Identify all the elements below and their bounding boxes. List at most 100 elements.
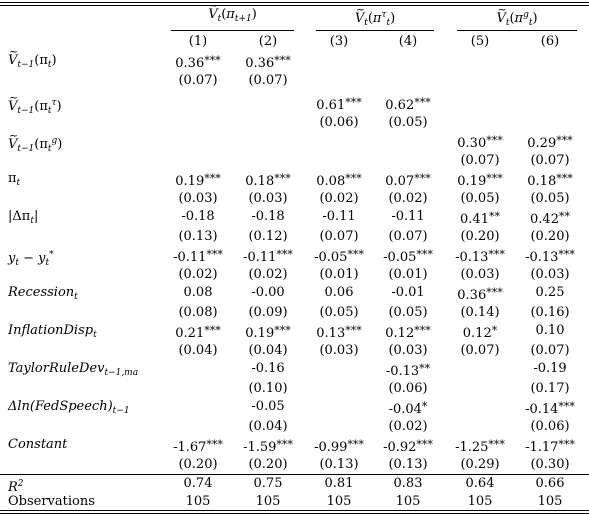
r-squared-row-value: 0.75	[253, 476, 283, 491]
coefficient-cell: -1.59***	[243, 438, 293, 455]
coefficient-cell: 0.62***	[385, 96, 431, 113]
r-squared-row: R2 0.74 0.75 0.81 0.83 0.64 0.66	[0, 475, 589, 495]
table-row: InflationDispt 0.21*** 0.19*** 0.13*** 0.12*…	[0, 322, 589, 341]
table-row: yt − yt* -0.11*** -0.11*** -0.05*** -0.05***…	[0, 246, 589, 268]
observations-row-value: 105	[185, 494, 211, 509]
column-group-header-3: Vt(πgt)	[451, 1, 583, 32]
coefficient-cell: -0.19	[533, 361, 567, 376]
r-squared-row-value: 0.74	[183, 476, 213, 491]
standard-error-cell: (0.02)	[178, 267, 218, 282]
coefficient-cell: -0.11***	[173, 248, 223, 265]
coefficient-cell: -0.11	[391, 209, 425, 224]
r-squared-row-value: 0.66	[535, 476, 565, 491]
coefficient-cell: -0.00	[251, 285, 285, 300]
standard-error-cell: (0.07)	[388, 229, 428, 244]
standard-error-cell: (0.04)	[178, 343, 218, 358]
coefficient-cell: -0.05***	[383, 248, 433, 265]
coefficient-cell: -0.04*	[388, 400, 428, 417]
top-rule-2	[0, 5, 589, 6]
coefficient-cell: 0.36***	[175, 54, 221, 71]
coefficient-cell: -0.92***	[383, 438, 433, 455]
observations-row-value: 105	[467, 494, 493, 509]
standard-error-cell: (0.07)	[178, 73, 218, 88]
coefficient-cell: 0.18***	[527, 172, 573, 189]
row-label: yt − yt*	[8, 250, 54, 268]
standard-error-cell: (0.05)	[388, 115, 428, 130]
row-label: Constant	[8, 437, 68, 452]
row-label: πt	[8, 171, 21, 188]
column-number-5: (5)	[470, 34, 490, 49]
table-row-se: (0.03) (0.03) (0.02) (0.02) (0.05) (0.05)	[0, 190, 589, 208]
table-row: Constant -1.67*** -1.59*** -0.99*** -0.92***…	[0, 436, 589, 455]
coefficient-cell: 0.12*	[462, 324, 498, 341]
standard-error-cell: (0.03)	[388, 343, 428, 358]
standard-error-cell: (0.05)	[460, 191, 500, 206]
row-label: Vt−1(πtg)	[8, 127, 62, 158]
column-number-2: (2)	[258, 34, 278, 49]
standard-error-cell: (0.01)	[388, 267, 428, 282]
observations-row-value: 105	[537, 494, 563, 509]
standard-error-cell: (0.13)	[319, 457, 359, 472]
standard-error-cell: (0.07)	[530, 153, 570, 168]
coefficient-cell: 0.42**	[530, 210, 570, 227]
standard-error-cell: (0.06)	[530, 419, 570, 434]
standard-error-cell: (0.02)	[248, 267, 288, 282]
standard-error-cell: (0.30)	[530, 457, 570, 472]
coefficient-cell: -0.11***	[243, 248, 293, 265]
table-row-se: (0.04) (0.04) (0.03) (0.03) (0.07) (0.07)	[0, 342, 589, 360]
standard-error-cell: (0.03)	[530, 267, 570, 282]
coefficient-cell: -1.17***	[525, 438, 575, 455]
column-group-underline-2	[316, 30, 434, 31]
standard-error-cell: (0.02)	[388, 419, 428, 434]
table-row: Vt−1(πt) 0.36*** 0.36***	[0, 43, 589, 71]
coefficient-cell: 0.21***	[175, 324, 221, 341]
coefficient-cell: 0.13***	[316, 324, 362, 341]
standard-error-cell: (0.07)	[460, 343, 500, 358]
top-rule-1	[0, 2, 589, 3]
standard-error-cell: (0.04)	[248, 419, 288, 434]
standard-error-cell: (0.07)	[319, 229, 359, 244]
coefficient-cell: -0.13***	[525, 248, 575, 265]
table-row: Vt−1(πtτ)0.61***0.62***	[0, 89, 589, 116]
column-group-underline-3	[457, 30, 577, 31]
r-squared-row-value: 0.83	[393, 476, 423, 491]
standard-error-cell: (0.05)	[319, 305, 359, 320]
coefficient-cell: -0.18	[181, 209, 215, 224]
table-row: Vt−1(πtg)0.30***0.29***	[0, 127, 589, 154]
column-group-header-2: Vt(πτt)	[310, 1, 440, 32]
column-number-4: (4)	[398, 34, 418, 49]
row-label: |Δπt|	[8, 209, 39, 226]
column-group-underline-1	[171, 30, 294, 31]
standard-error-cell: (0.07)	[460, 153, 500, 168]
coefficient-cell: -0.11	[322, 209, 356, 224]
table-row-se: (0.10) (0.06) (0.17)	[0, 380, 589, 398]
coefficient-cell: 0.19***	[175, 172, 221, 189]
coefficient-cell: -0.05	[251, 399, 285, 414]
table-row-se: (0.13) (0.12) (0.07) (0.07) (0.20) (0.20)	[0, 228, 589, 246]
coefficient-cell: -0.05***	[314, 248, 364, 265]
row-label: Observations	[8, 494, 95, 509]
standard-error-cell: (0.29)	[460, 457, 500, 472]
coefficient-cell: 0.36***	[245, 54, 291, 71]
standard-error-cell: (0.03)	[178, 191, 218, 206]
table-row-se: (0.04) (0.02) (0.06)	[0, 418, 589, 436]
standard-error-cell: (0.02)	[388, 191, 428, 206]
table-row: TaylorRuleDevt−1,ma -0.16 -0.13** -0.19	[0, 360, 589, 379]
coefficient-cell: 0.10	[535, 323, 565, 338]
coefficient-cell: 0.36***	[457, 286, 503, 303]
coefficient-cell: -0.16	[251, 361, 285, 376]
table-row-se: (0.02) (0.02) (0.01) (0.01) (0.03) (0.03)	[0, 266, 589, 284]
table-row: |Δπt| -0.18 -0.18 -0.11 -0.11 0.41** 0.42**	[0, 208, 589, 227]
observations-row-value: 105	[255, 494, 281, 509]
standard-error-cell: (0.20)	[248, 457, 288, 472]
bottom-rule-1	[0, 510, 589, 511]
coefficient-cell: 0.61***	[316, 96, 362, 113]
coefficient-cell: 0.06	[324, 285, 354, 300]
row-label: Vt−1(πtτ)	[8, 89, 62, 120]
standard-error-cell: (0.07)	[530, 343, 570, 358]
coefficient-cell: -1.67***	[173, 438, 223, 455]
standard-error-cell: (0.20)	[460, 229, 500, 244]
observations-row: Observations 105 105 105 105 105 105	[0, 493, 589, 511]
column-number-3: (3)	[329, 34, 349, 49]
coefficient-cell: 0.18***	[245, 172, 291, 189]
